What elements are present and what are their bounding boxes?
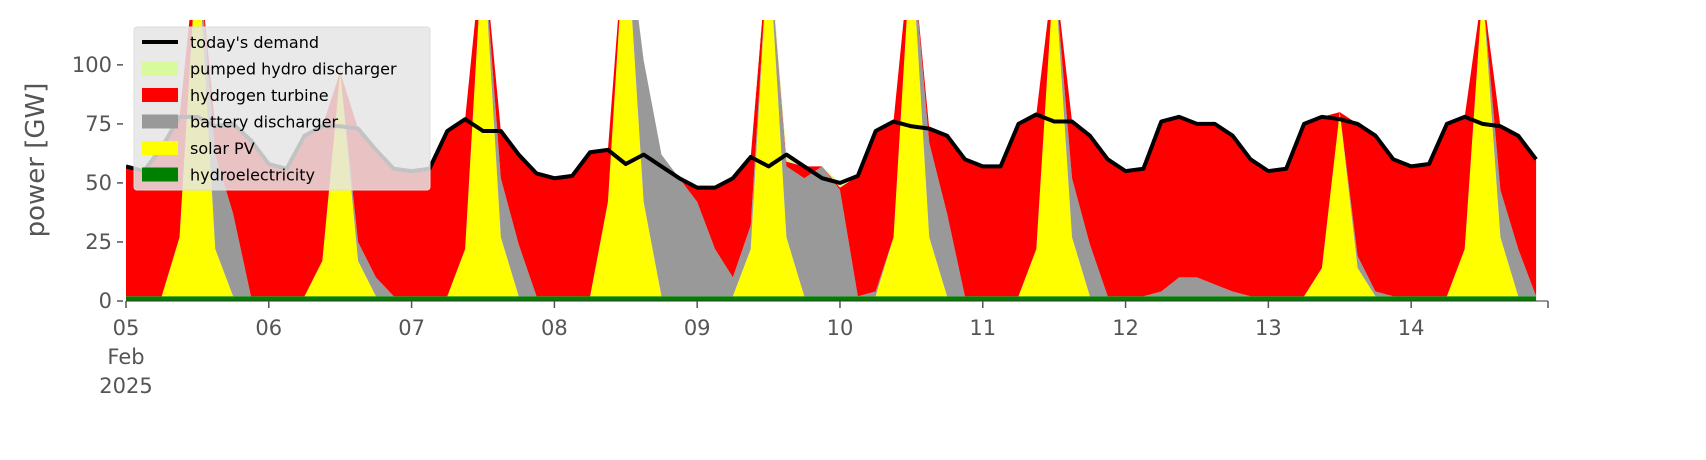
x-tick-label: 12 (1112, 316, 1139, 340)
legend-label: solar PV (190, 139, 255, 158)
x-tick-label: 13 (1255, 316, 1282, 340)
x-tick-label: 11 (969, 316, 996, 340)
y-tick-label: 25 (85, 230, 112, 254)
x-tick-label: 06 (255, 316, 282, 340)
area (126, 20, 1537, 297)
legend-label: pumped hydro discharger (190, 60, 397, 79)
x-tick-label: 10 (827, 316, 854, 340)
x-tick-label: 08 (541, 316, 568, 340)
y-tick-label: 75 (85, 112, 112, 136)
legend-swatch (142, 61, 178, 76)
legend-box (133, 26, 431, 191)
area (126, 296, 1537, 301)
legend-label: hydrogen turbine (190, 86, 329, 105)
x-tick-label: 14 (1398, 316, 1425, 340)
area (126, 20, 1537, 297)
legend-label: today's demand (190, 33, 319, 52)
y-tick-label: 50 (85, 171, 112, 195)
y-tick-label: 0 (99, 289, 112, 313)
x-tick-label: 07 (398, 316, 425, 340)
legend-swatch (142, 141, 178, 155)
y-axis-label: power [GW] (21, 83, 51, 238)
legend-swatch (142, 114, 178, 129)
legend-swatch (142, 88, 178, 102)
legend-swatch (142, 167, 178, 182)
legend-label: hydroelectricity (190, 166, 315, 185)
y-tick-label: 100 (72, 53, 112, 77)
area (126, 20, 1537, 297)
legend-label: battery discharger (190, 113, 338, 132)
x-tick-label: 05 Feb 2025 (99, 316, 152, 398)
x-tick-label: 09 (684, 316, 711, 340)
